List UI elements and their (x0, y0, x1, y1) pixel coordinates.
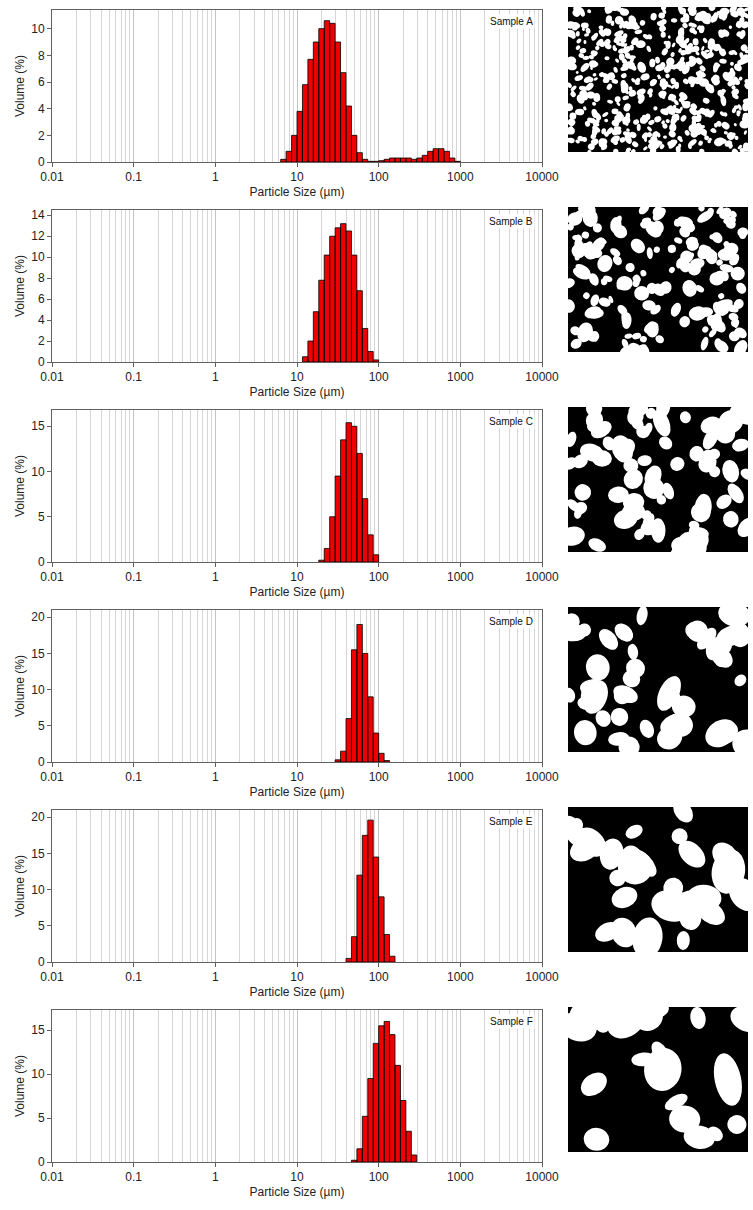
svg-text:20: 20 (31, 810, 45, 824)
svg-text:1000: 1000 (447, 570, 474, 584)
svg-text:Sample A: Sample A (490, 16, 533, 27)
svg-text:10000: 10000 (525, 970, 559, 984)
svg-text:1000: 1000 (447, 770, 474, 784)
svg-text:0.1: 0.1 (125, 170, 142, 184)
svg-text:1000: 1000 (447, 370, 474, 384)
svg-text:0.01: 0.01 (40, 970, 64, 984)
svg-text:Volume (%): Volume (%) (13, 55, 27, 117)
svg-text:15: 15 (31, 1023, 45, 1037)
svg-text:15: 15 (31, 647, 45, 661)
svg-text:0.1: 0.1 (125, 770, 142, 784)
svg-text:1: 1 (212, 570, 219, 584)
svg-text:Volume (%): Volume (%) (13, 1055, 27, 1117)
svg-text:100: 100 (369, 770, 389, 784)
svg-text:1: 1 (212, 1170, 219, 1184)
svg-text:10: 10 (290, 570, 304, 584)
svg-text:0.1: 0.1 (125, 1170, 142, 1184)
svg-text:0.1: 0.1 (125, 570, 142, 584)
svg-text:10000: 10000 (525, 1170, 559, 1184)
svg-text:6: 6 (38, 292, 45, 306)
svg-text:0: 0 (38, 155, 45, 169)
svg-text:5: 5 (38, 919, 45, 933)
svg-text:10: 10 (290, 970, 304, 984)
svg-text:12: 12 (31, 229, 45, 243)
svg-text:8: 8 (38, 271, 45, 285)
svg-text:Particle Size (µm): Particle Size (µm) (250, 585, 345, 599)
svg-text:5: 5 (38, 719, 45, 733)
svg-text:14: 14 (31, 208, 45, 222)
svg-text:10: 10 (31, 22, 45, 36)
svg-text:0: 0 (38, 355, 45, 369)
svg-text:10: 10 (31, 883, 45, 897)
svg-text:10: 10 (290, 170, 304, 184)
svg-text:0: 0 (38, 955, 45, 969)
svg-text:Sample C: Sample C (489, 416, 533, 427)
svg-text:4: 4 (38, 313, 45, 327)
svg-text:Particle Size (µm): Particle Size (µm) (250, 385, 345, 399)
svg-text:1: 1 (212, 770, 219, 784)
svg-text:20: 20 (31, 610, 45, 624)
svg-text:8: 8 (38, 49, 45, 63)
svg-text:0.01: 0.01 (40, 370, 64, 384)
svg-text:10: 10 (290, 1170, 304, 1184)
svg-text:15: 15 (31, 419, 45, 433)
svg-text:Sample D: Sample D (489, 616, 533, 627)
svg-text:100: 100 (369, 570, 389, 584)
svg-text:0: 0 (38, 555, 45, 569)
svg-text:0.1: 0.1 (125, 370, 142, 384)
svg-text:1: 1 (212, 970, 219, 984)
svg-text:100: 100 (369, 170, 389, 184)
svg-text:Volume (%): Volume (%) (13, 855, 27, 917)
svg-text:1: 1 (212, 370, 219, 384)
svg-text:0: 0 (38, 755, 45, 769)
svg-text:0.01: 0.01 (40, 1170, 64, 1184)
svg-text:0.01: 0.01 (40, 170, 64, 184)
svg-text:Volume (%): Volume (%) (13, 655, 27, 717)
svg-text:4: 4 (38, 102, 45, 116)
svg-text:10: 10 (290, 770, 304, 784)
svg-text:Sample F: Sample F (490, 1016, 533, 1027)
svg-text:Volume (%): Volume (%) (13, 455, 27, 517)
svg-text:10: 10 (31, 465, 45, 479)
svg-text:100: 100 (369, 970, 389, 984)
svg-text:Particle Size (µm): Particle Size (µm) (250, 1185, 345, 1199)
svg-text:1000: 1000 (447, 170, 474, 184)
svg-text:10: 10 (31, 1067, 45, 1081)
svg-text:10000: 10000 (525, 570, 559, 584)
svg-text:Volume (%): Volume (%) (13, 255, 27, 317)
svg-text:1000: 1000 (447, 1170, 474, 1184)
svg-text:Sample B: Sample B (489, 216, 533, 227)
svg-text:6: 6 (38, 75, 45, 89)
svg-text:Particle Size (µm): Particle Size (µm) (250, 785, 345, 799)
svg-text:10: 10 (31, 683, 45, 697)
svg-text:5: 5 (38, 1111, 45, 1125)
svg-text:10000: 10000 (525, 370, 559, 384)
svg-text:5: 5 (38, 510, 45, 524)
svg-text:10000: 10000 (525, 770, 559, 784)
svg-text:0.01: 0.01 (40, 770, 64, 784)
svg-text:15: 15 (31, 847, 45, 861)
svg-text:1: 1 (212, 170, 219, 184)
svg-text:2: 2 (38, 334, 45, 348)
svg-text:Sample E: Sample E (489, 816, 533, 827)
svg-text:1000: 1000 (447, 970, 474, 984)
svg-text:2: 2 (38, 129, 45, 143)
svg-text:0: 0 (38, 1155, 45, 1169)
svg-text:0.01: 0.01 (40, 570, 64, 584)
svg-text:10: 10 (31, 250, 45, 264)
svg-text:100: 100 (369, 370, 389, 384)
svg-text:0.1: 0.1 (125, 970, 142, 984)
svg-text:Particle Size (µm): Particle Size (µm) (250, 985, 345, 999)
svg-text:10000: 10000 (525, 170, 559, 184)
svg-text:10: 10 (290, 370, 304, 384)
svg-text:Particle Size (µm): Particle Size (µm) (250, 185, 345, 199)
svg-text:100: 100 (369, 1170, 389, 1184)
